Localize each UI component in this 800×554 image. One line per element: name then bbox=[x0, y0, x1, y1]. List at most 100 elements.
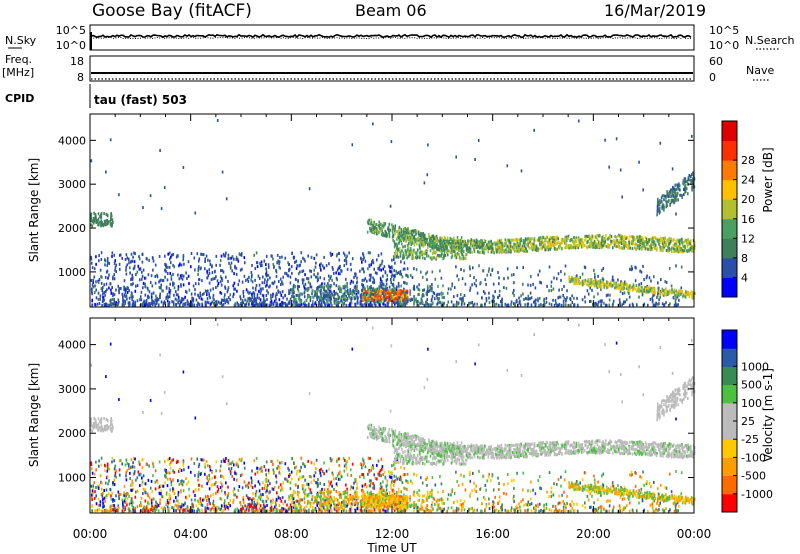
power-echo-cell bbox=[481, 296, 483, 300]
power-echo-cell bbox=[552, 243, 554, 247]
power-echo-cell bbox=[659, 141, 662, 145]
power-echo-cell bbox=[398, 231, 401, 235]
velocity-echo-cell bbox=[394, 467, 396, 471]
power-echo-cell bbox=[278, 262, 280, 266]
power-echo-cell bbox=[253, 292, 256, 296]
power-echo-cell bbox=[498, 251, 501, 255]
power-echo-cell bbox=[636, 289, 638, 293]
power-echo-cell bbox=[162, 303, 165, 307]
power-echo-cell bbox=[674, 191, 676, 195]
power-echo-cell bbox=[348, 303, 351, 307]
power-echo-cell bbox=[489, 241, 491, 245]
power-echo-cell bbox=[381, 226, 383, 230]
power-echo-cell bbox=[490, 250, 493, 254]
power-echo-cell bbox=[399, 272, 401, 276]
power-echo-cell bbox=[628, 285, 631, 289]
velocity-echo-cell bbox=[182, 480, 185, 484]
power-echo-cell bbox=[543, 303, 546, 306]
power-echo-cell bbox=[573, 279, 576, 283]
power-echo-cell bbox=[349, 281, 352, 285]
power-echo-cell bbox=[588, 282, 591, 286]
power-echo-cell bbox=[406, 291, 408, 295]
power-echo-cell bbox=[92, 285, 95, 289]
power-echo-cell bbox=[576, 274, 578, 278]
power-echo-cell bbox=[93, 291, 96, 294]
power-echo-cell bbox=[486, 273, 489, 277]
power-echo-cell bbox=[512, 238, 514, 242]
power-echo-cell bbox=[533, 300, 535, 304]
power-echo-cell bbox=[656, 201, 659, 205]
power-echo-cell bbox=[447, 287, 450, 291]
power-echo-cell bbox=[678, 289, 680, 293]
power-echo-cell bbox=[571, 294, 573, 298]
power-echo-cell bbox=[277, 290, 280, 294]
power-echo-cell bbox=[607, 243, 609, 246]
power-echo-cell bbox=[92, 280, 94, 284]
power-echo-cell bbox=[462, 254, 465, 258]
power-echo-cell bbox=[130, 294, 133, 297]
power-echo-cell bbox=[658, 286, 660, 290]
power-echo-cell bbox=[272, 301, 275, 305]
power-echo-cell bbox=[375, 289, 378, 293]
power-echo-cell bbox=[689, 243, 692, 247]
power-echo-cell bbox=[166, 295, 169, 299]
power-echo-cell bbox=[538, 303, 540, 307]
power-echo-cell bbox=[565, 235, 568, 239]
power-echo-cell bbox=[510, 244, 512, 248]
power-echo-cell bbox=[390, 270, 393, 274]
power-echo-cell bbox=[475, 284, 478, 288]
power-echo-cell bbox=[422, 232, 424, 235]
power-echo-cell bbox=[518, 247, 520, 250]
power-echo-cell bbox=[453, 254, 456, 258]
velocity-echo-cell bbox=[92, 491, 95, 495]
power-echo-cell bbox=[662, 246, 664, 250]
freq-tick-bottom-left: 8 bbox=[77, 71, 84, 84]
power-echo-cell bbox=[201, 253, 203, 256]
power-echo-cell bbox=[401, 256, 404, 260]
nave-label: Nave bbox=[746, 64, 774, 77]
power-echo-cell bbox=[243, 261, 246, 265]
power-echo-cell bbox=[589, 278, 592, 282]
velocity-echo-cell bbox=[220, 507, 223, 511]
power-echo-cell bbox=[685, 292, 688, 296]
power-echo-cell bbox=[587, 239, 589, 243]
power-echo-cell bbox=[376, 295, 379, 299]
power-echo-cell bbox=[472, 303, 474, 307]
power-echo-cell bbox=[101, 275, 103, 279]
power-echo-cell bbox=[318, 289, 321, 293]
power-echo-cell bbox=[100, 223, 103, 227]
power-echo-cell bbox=[478, 242, 481, 246]
power-echo-cell bbox=[114, 259, 116, 263]
power-echo-cell bbox=[131, 303, 134, 307]
power-echo-cell bbox=[114, 268, 116, 272]
power-echo-cell bbox=[295, 293, 298, 297]
power-echo-cell bbox=[90, 261, 93, 265]
power-echo-cell bbox=[111, 286, 113, 289]
power-echo-cell bbox=[381, 262, 383, 266]
power-echo-cell bbox=[687, 242, 690, 246]
power-echo-cell bbox=[121, 256, 123, 260]
power-echo-cell bbox=[510, 300, 513, 304]
power-echo-cell bbox=[325, 294, 328, 298]
power-echo-cell bbox=[341, 295, 343, 299]
power-echo-cell bbox=[593, 280, 595, 284]
power-echo-cell bbox=[533, 246, 536, 249]
power-echo-cell bbox=[469, 267, 471, 271]
power-echo-cell bbox=[456, 247, 458, 251]
power-echo-cell bbox=[388, 235, 391, 239]
power-echo-cell bbox=[550, 244, 552, 248]
velocity-echo-cell bbox=[305, 509, 308, 513]
power-echo-cell bbox=[373, 267, 375, 271]
power-echo-cell bbox=[634, 279, 637, 283]
power-echo-cell bbox=[389, 266, 391, 270]
power-echo-cell bbox=[632, 288, 634, 292]
power-echo-cell bbox=[653, 245, 656, 249]
velocity-echo-cell bbox=[338, 464, 341, 467]
power-echo-cell bbox=[118, 262, 121, 266]
power-echo-cell bbox=[367, 288, 369, 291]
power-echo-cell bbox=[594, 301, 597, 305]
power-echo-cell bbox=[362, 253, 365, 257]
power-echo-cell bbox=[644, 247, 647, 251]
power-echo-cell bbox=[404, 299, 407, 303]
power-echo-cell bbox=[385, 292, 387, 296]
